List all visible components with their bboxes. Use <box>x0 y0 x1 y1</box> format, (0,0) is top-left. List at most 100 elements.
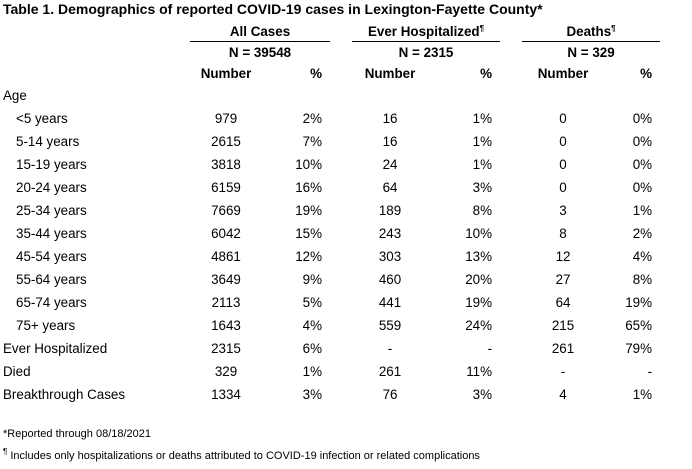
cell-all-cases-pct: 2% <box>302 111 323 126</box>
cell-all-cases-pct: 3% <box>302 387 323 402</box>
cell-hosp-pct: 10% <box>465 226 493 241</box>
column-header-number: Number <box>537 66 589 81</box>
table-row: 25-34 years 7669 19% 189 8% 3 1% <box>0 199 660 222</box>
section-row-age: Age <box>0 84 660 107</box>
cell-hosp-pct: 11% <box>466 364 493 379</box>
table-row: 45-54 years 4861 12% 303 13% 12 4% <box>0 245 660 268</box>
cell-hosp-number: - <box>387 341 393 356</box>
group-header-row: All Cases Ever Hospitalized¶ Deaths¶ <box>0 21 661 42</box>
cell-hosp-number: 441 <box>378 295 402 310</box>
row-label: 5-14 years <box>16 134 80 149</box>
cell-hosp-number: 189 <box>378 203 402 218</box>
cell-deaths-pct: 0% <box>632 157 653 172</box>
cell-hosp-pct: 3% <box>472 180 493 195</box>
cell-all-cases-pct: 16% <box>295 180 323 195</box>
cell-all-cases-pct: 6% <box>302 341 323 356</box>
cell-hosp-pct: 20% <box>465 272 493 287</box>
table-row: 55-64 years 3649 9% 460 20% 27 8% <box>0 268 660 291</box>
cell-all-cases-number: 3818 <box>211 157 241 172</box>
row-label: 15-19 years <box>16 157 87 172</box>
cell-deaths-number: 27 <box>555 272 571 287</box>
cell-all-cases-pct: 10% <box>295 157 323 172</box>
column-header-pct: % <box>480 66 493 81</box>
cell-deaths-number: 0 <box>559 111 567 126</box>
cell-all-cases-number: 4861 <box>211 249 241 264</box>
cell-deaths-pct: 0% <box>632 134 653 149</box>
age-rows: <5 years 979 2% 16 1% 0 0% 5-14 years 2615 7% 16 1%… <box>0 107 660 337</box>
row-label: 45-54 years <box>16 249 87 264</box>
cell-all-cases-number: 2615 <box>211 134 241 149</box>
column-header-pct: % <box>640 66 653 81</box>
cell-deaths-pct: 1% <box>632 387 653 402</box>
cell-deaths-pct: - <box>647 364 653 379</box>
table-row: 20-24 years 6159 16% 64 3% 0 0% <box>0 176 660 199</box>
n-all-cases: N = 39548 <box>228 45 292 60</box>
cell-deaths-number: 0 <box>559 180 567 195</box>
table-row: 75+ years 1643 4% 559 24% 215 65% <box>0 314 660 337</box>
cell-hosp-number: 64 <box>382 180 398 195</box>
cell-deaths-number: 3 <box>559 203 567 218</box>
pilcrow-mark: ¶ <box>611 23 616 33</box>
cell-deaths-pct: 2% <box>632 226 653 241</box>
section-label: Age <box>3 88 27 103</box>
row-label: 20-24 years <box>16 180 87 195</box>
cell-deaths-number: 0 <box>559 157 567 172</box>
row-label: 65-74 years <box>16 295 87 310</box>
table-row: Died 329 1% 261 11% - - <box>0 360 660 383</box>
n-deaths: N = 329 <box>567 45 615 60</box>
column-header-pct: % <box>310 66 323 81</box>
cell-deaths-number: 8 <box>559 226 567 241</box>
cell-deaths-pct: 0% <box>632 111 653 126</box>
cell-all-cases-pct: 7% <box>302 134 323 149</box>
cell-deaths-pct: 8% <box>632 272 653 287</box>
cell-deaths-pct: 79% <box>625 341 653 356</box>
table-row: 5-14 years 2615 7% 16 1% 0 0% <box>0 130 660 153</box>
cell-all-cases-number: 979 <box>214 111 238 126</box>
cell-all-cases-pct: 4% <box>302 318 323 333</box>
cell-all-cases-number: 1334 <box>211 387 241 402</box>
column-header-row: Number % Number % Number % <box>0 63 660 84</box>
cell-hosp-pct: 1% <box>472 111 493 126</box>
cell-hosp-number: 76 <box>382 387 398 402</box>
row-label: 75+ years <box>16 318 76 333</box>
cell-all-cases-number: 329 <box>214 364 238 379</box>
cell-all-cases-number: 3649 <box>211 272 241 287</box>
cell-hosp-pct: 19% <box>465 295 493 310</box>
cell-hosp-number: 460 <box>378 272 402 287</box>
summary-rows: Ever Hospitalized 2315 6% - - 261 79% Died 329 1%… <box>0 337 660 406</box>
cell-all-cases-number: 7669 <box>211 203 241 218</box>
cell-hosp-pct: 13% <box>465 249 493 264</box>
table-title: Table 1. Demographics of reported COVID-… <box>3 1 543 17</box>
cell-all-cases-number: 6042 <box>211 226 241 241</box>
cell-hosp-pct: 1% <box>472 134 493 149</box>
table-row: 15-19 years 3818 10% 24 1% 0 0% <box>0 153 660 176</box>
cell-hosp-pct: 3% <box>472 387 493 402</box>
table-row: 65-74 years 2113 5% 441 19% 64 19% <box>0 291 660 314</box>
cell-deaths-pct: 4% <box>632 249 653 264</box>
cell-hosp-number: 303 <box>378 249 402 264</box>
cell-all-cases-pct: 9% <box>302 272 323 287</box>
cell-all-cases-number: 2315 <box>211 341 241 356</box>
cell-all-cases-number: 1643 <box>211 318 241 333</box>
cell-deaths-number: 215 <box>551 318 575 333</box>
pilcrow-mark: ¶ <box>479 23 485 33</box>
cell-all-cases-pct: 1% <box>302 364 323 379</box>
n-ever-hospitalized: N = 2315 <box>398 45 454 60</box>
cell-deaths-number: 4 <box>559 387 567 402</box>
cell-hosp-pct: 1% <box>472 157 493 172</box>
row-label: <5 years <box>16 111 68 126</box>
footnote-reported: *Reported through 08/18/2021 <box>3 428 152 440</box>
group-header-all-cases: All Cases <box>190 21 331 42</box>
cell-deaths-pct: 19% <box>625 295 653 310</box>
cell-hosp-pct: - <box>487 341 493 356</box>
cell-hosp-pct: 8% <box>472 203 493 218</box>
cell-deaths-number: 64 <box>555 295 571 310</box>
cell-hosp-number: 559 <box>378 318 402 333</box>
cell-all-cases-pct: 12% <box>295 249 323 264</box>
cell-hosp-number: 16 <box>382 111 398 126</box>
table-row: Breakthrough Cases 1334 3% 76 3% 4 1% <box>0 383 660 406</box>
table-row: <5 years 979 2% 16 1% 0 0% <box>0 107 660 130</box>
row-label: 35-44 years <box>16 226 87 241</box>
group-header-ever-hospitalized: Ever Hospitalized¶ <box>352 21 501 42</box>
